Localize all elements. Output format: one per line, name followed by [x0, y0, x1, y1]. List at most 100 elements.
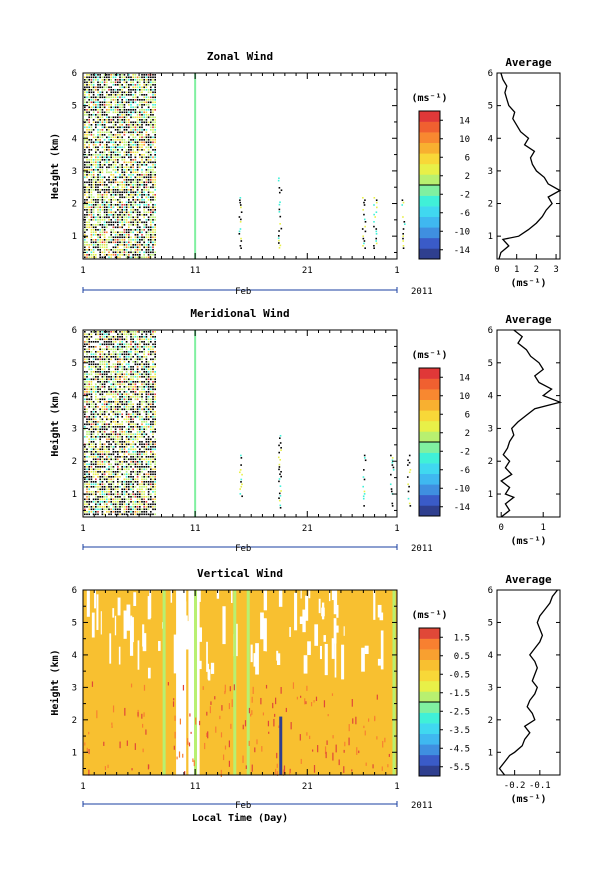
data-cell [101, 209, 104, 211]
data-cell [150, 511, 152, 513]
data-cell [88, 191, 90, 194]
data-cell [108, 151, 110, 154]
data-cell [278, 451, 280, 454]
data-cell [108, 418, 110, 421]
data-cell [90, 378, 93, 381]
data-cell [152, 106, 154, 109]
data-cell [95, 124, 97, 126]
data-cell [363, 242, 365, 245]
data-cell [101, 256, 104, 259]
data-cell [141, 451, 143, 453]
data-cell [86, 356, 88, 358]
data-cell [145, 443, 148, 446]
data-cell [136, 164, 139, 166]
data-cell [92, 421, 95, 423]
data-cell [114, 166, 117, 169]
data-cell [121, 106, 123, 109]
x-tick-label: 21 [302, 782, 313, 792]
data-cell [112, 486, 115, 488]
data-cell [84, 109, 86, 111]
data-cell [145, 104, 148, 106]
colorbar-swatch [419, 111, 440, 122]
data-cell [97, 398, 99, 401]
data-cell [147, 76, 150, 79]
data-cell [108, 179, 110, 181]
data-cell [332, 735, 334, 739]
data-cell [92, 408, 95, 411]
data-cell [112, 346, 115, 348]
y-tick-label: 4 [72, 392, 77, 402]
data-cell [117, 471, 119, 473]
data-cell [121, 254, 123, 256]
data-cell [88, 496, 90, 498]
data-cell [128, 176, 130, 179]
data-gap [133, 592, 137, 606]
data-cell [106, 403, 108, 406]
data-cell [145, 231, 148, 234]
data-cell [119, 456, 121, 458]
data-cell [130, 76, 132, 79]
data-cell [130, 378, 132, 381]
data-cell [108, 386, 110, 388]
data-cell [145, 456, 148, 458]
data-cell [86, 199, 88, 201]
data-cell [106, 154, 108, 156]
data-cell [104, 766, 106, 771]
data-cell [132, 101, 134, 104]
data-cell [92, 438, 95, 441]
data-cell [123, 229, 126, 231]
data-cell [97, 74, 99, 76]
data-cell [112, 134, 115, 136]
data-cell [114, 179, 117, 181]
profile-x-tick-label: 0 [494, 265, 499, 275]
data-cell [119, 428, 121, 431]
data-cell [408, 502, 411, 505]
data-cell [103, 416, 106, 418]
data-cell [123, 398, 126, 401]
data-cell [136, 373, 139, 376]
data-cell [84, 189, 86, 191]
data-cell [111, 725, 113, 729]
data-cell [101, 393, 104, 396]
data-cell [86, 423, 88, 426]
data-cell [141, 423, 143, 426]
data-cell [134, 246, 137, 249]
data-cell [132, 256, 134, 259]
data-cell [119, 84, 121, 86]
data-cell [97, 351, 99, 353]
data-cell [110, 468, 112, 471]
data-cell [125, 396, 128, 398]
data-cell [84, 226, 86, 229]
data-cell [154, 471, 156, 473]
colorbar-unit-label: (ms⁻¹) [411, 350, 447, 361]
data-cell [112, 169, 115, 171]
data-cell [97, 116, 99, 119]
data-cell [132, 231, 134, 234]
data-cell [136, 371, 139, 373]
data-cell [125, 121, 128, 124]
data-cell [103, 476, 106, 478]
data-cell [154, 338, 156, 341]
data-cell [97, 189, 99, 191]
data-cell [128, 126, 130, 129]
data-cell [117, 493, 119, 496]
data-cell [132, 84, 134, 86]
data-cell [143, 436, 145, 438]
data-cell [125, 348, 128, 351]
data-cell [99, 166, 101, 169]
data-cell [276, 771, 279, 776]
data-cell [150, 174, 152, 176]
data-cell [106, 508, 108, 511]
data-cell [112, 196, 115, 199]
data-cell [130, 139, 132, 141]
data-cell [125, 144, 128, 146]
data-cell [134, 204, 137, 206]
data-gap [129, 625, 134, 656]
data-cell [125, 456, 128, 458]
data-cell [152, 351, 154, 353]
data-cell [123, 154, 126, 156]
data-cell [90, 139, 93, 141]
data-cell [132, 164, 134, 166]
data-cell [125, 461, 128, 463]
data-cell [128, 211, 130, 214]
